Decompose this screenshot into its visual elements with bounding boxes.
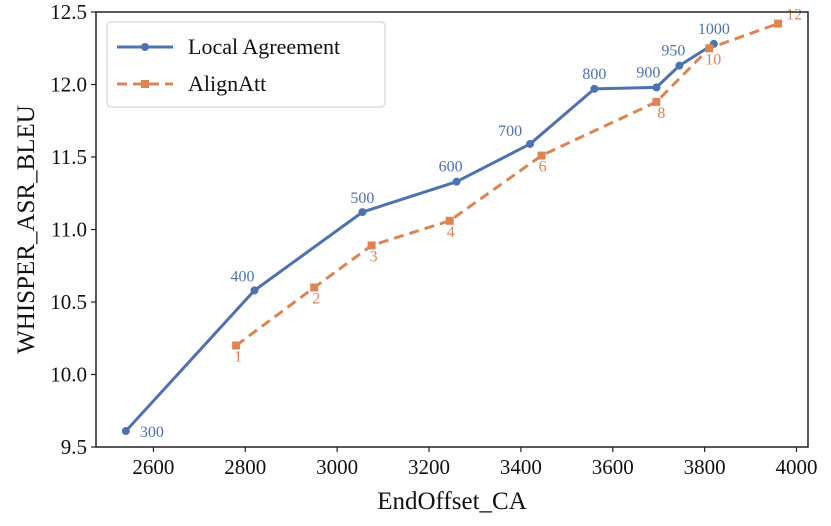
x-tick-label: 2800: [224, 455, 266, 479]
data-label-alignatt: 10: [705, 51, 721, 68]
data-point-alignatt: [705, 44, 714, 53]
data-point-alignatt: [232, 341, 241, 350]
x-tick-label: 3200: [408, 455, 450, 479]
legend-entry-alignatt: AlignAtt: [188, 71, 266, 96]
data-label-local-agreement: 900: [636, 64, 660, 81]
y-tick-label: 11.0: [51, 218, 87, 242]
data-label-local-agreement: 1000: [698, 21, 730, 38]
data-point-alignatt: [774, 19, 783, 28]
y-tick-label: 9.5: [61, 435, 87, 459]
x-tick-label: 3600: [592, 455, 634, 479]
legend-box: [106, 21, 386, 108]
legend: Local Agreement AlignAtt: [106, 21, 386, 108]
data-point-local-agreement: [452, 177, 461, 186]
data-point-local-agreement: [121, 427, 130, 436]
x-tick-label: 2600: [132, 455, 174, 479]
y-axis-label: WHISPER_ASR_BLEU: [13, 105, 40, 354]
data-point-local-agreement: [652, 83, 661, 92]
data-point-alignatt: [445, 216, 454, 225]
data-point-alignatt: [537, 151, 546, 160]
x-tick-label: 3000: [316, 455, 358, 479]
data-label-alignatt: 2: [312, 291, 320, 308]
data-label-alignatt: 4: [447, 224, 455, 241]
data-point-local-agreement: [526, 139, 535, 148]
x-tick-label: 4000: [776, 455, 818, 479]
y-tick-label: 12.5: [50, 0, 87, 24]
y-tick-label: 12.0: [50, 73, 87, 97]
data-point-alignatt: [367, 241, 376, 250]
data-label-local-agreement: 400: [230, 268, 254, 285]
data-point-alignatt: [310, 283, 319, 292]
data-label-local-agreement: 950: [661, 43, 685, 60]
y-axis-ticks: 9.5 10.0 10.5 11.0 11.5 12.0 12.5: [50, 0, 96, 459]
data-label-alignatt: 3: [370, 248, 378, 265]
y-tick-label: 11.5: [51, 145, 87, 169]
data-label-alignatt: 6: [539, 159, 547, 176]
data-point-local-agreement: [250, 286, 259, 295]
y-tick-label: 10.0: [50, 363, 87, 387]
y-tick-label: 10.5: [50, 290, 87, 314]
data-label-local-agreement: 700: [498, 123, 522, 140]
legend-entry-local-agreement: Local Agreement: [188, 34, 340, 59]
legend-marker-local-agreement: [141, 43, 149, 51]
data-label-local-agreement: 500: [350, 190, 374, 207]
legend-marker-alignatt: [141, 80, 149, 88]
data-label-local-agreement: 600: [439, 159, 463, 176]
data-point-alignatt: [652, 97, 661, 106]
data-label-local-agreement: 800: [582, 66, 606, 83]
data-label-alignatt: 8: [657, 105, 665, 122]
x-axis-ticks: 2600 2800 3000 3200 3400 3600 3800 4000: [132, 447, 818, 479]
data-point-local-agreement: [590, 84, 599, 93]
data-point-local-agreement: [358, 208, 367, 217]
x-axis-label: EndOffset_CA: [377, 488, 527, 515]
x-tick-label: 3400: [500, 455, 542, 479]
data-label-alignatt: 12: [786, 7, 802, 24]
data-point-local-agreement: [675, 61, 684, 70]
data-label-local-agreement: 300: [140, 424, 164, 441]
series-line-alignatt: [235, 22, 779, 347]
data-label-alignatt: 1: [234, 349, 242, 366]
x-tick-label: 3800: [684, 455, 726, 479]
